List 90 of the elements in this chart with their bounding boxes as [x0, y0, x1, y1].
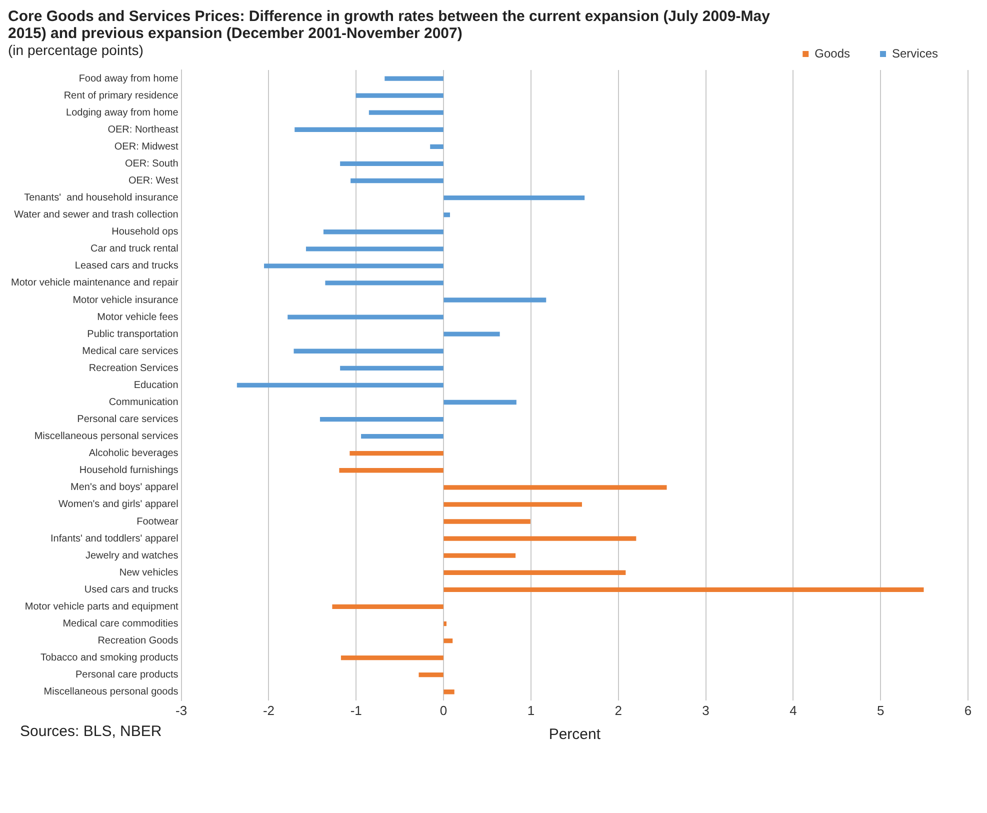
- y-tick-label: Household ops: [112, 226, 178, 238]
- y-tick-label: Personal care products: [75, 670, 178, 681]
- bar: [444, 400, 516, 405]
- bar: [444, 690, 454, 694]
- y-tick-label: Infants' and toddlers' apparel: [50, 533, 178, 544]
- bar: [444, 621, 446, 626]
- bar: [294, 348, 444, 354]
- y-tick-label: Medical care commodities: [62, 618, 178, 630]
- bar: [444, 485, 667, 490]
- y-tick-label: OER: Midwest: [114, 141, 179, 152]
- x-tick-label: 5: [876, 702, 884, 718]
- y-tick-label: Footwear: [136, 516, 179, 528]
- y-tick-label: Miscellaneous personal goods: [44, 686, 178, 698]
- bar: [444, 332, 500, 336]
- bar: [444, 298, 546, 302]
- bar: [288, 314, 444, 320]
- bar: [320, 416, 444, 422]
- legend-label: Goods: [814, 46, 850, 60]
- chart-title: Core Goods and Services Prices: Difference in growth rates between the current expansion (July 2009-May 2015) and previous expansion (December 2001-November 2007): [8, 8, 771, 42]
- y-tick-label: Lodging away from home: [66, 107, 179, 118]
- y-tick-label: Car and truck rental: [90, 244, 178, 255]
- x-tick-label: 2: [614, 702, 622, 718]
- y-tick-label: Education: [134, 380, 178, 391]
- bar: [294, 127, 444, 132]
- y-tick-label: Personal care services: [77, 414, 178, 426]
- bar: [444, 587, 924, 592]
- y-tick-label: Recreation Goods: [98, 636, 178, 647]
- y-tick-label: Motor vehicle fees: [97, 312, 178, 323]
- bar: [444, 502, 582, 507]
- bar: [444, 212, 450, 218]
- bar: [306, 246, 444, 252]
- y-tick-label: Women's and girls' apparel: [58, 499, 178, 510]
- bar: [350, 178, 444, 184]
- y-tick-label: Tenants' and household insurance: [24, 192, 179, 204]
- chart-subtitle: (in percentage points): [8, 42, 144, 58]
- y-tick-label: Alcoholic beverages: [88, 448, 178, 460]
- x-tick-label: 4: [790, 702, 797, 718]
- bar: [350, 451, 444, 456]
- bar: [340, 366, 444, 370]
- y-tick-label: Public transportation: [87, 328, 178, 340]
- y-tick-label: Jewelry and watches: [85, 550, 178, 562]
- y-tick-label: Medical care services: [82, 346, 178, 357]
- y-tick-label: Miscellaneous personal services: [34, 431, 178, 442]
- y-tick-label: New vehicles: [119, 567, 178, 578]
- y-tick-label: Household furnishings: [79, 465, 178, 476]
- y-tick-label: Leased cars and trucks: [74, 260, 178, 272]
- bar: [444, 570, 626, 575]
- bar: [368, 110, 444, 115]
- x-tick-label: 3: [702, 702, 710, 718]
- bar: [384, 76, 444, 81]
- y-tick-label: Motor vehicle insurance: [72, 294, 179, 306]
- bar: [418, 672, 444, 678]
- bar: [361, 434, 444, 439]
- y-tick-label: OER: West: [128, 175, 179, 186]
- x-tick-label: 0: [440, 702, 448, 718]
- bar: [340, 161, 444, 166]
- x-tick-label: -3: [176, 702, 188, 718]
- bar: [356, 93, 444, 98]
- bar: [444, 195, 585, 200]
- y-tick-label: Men's and boys' apparel: [70, 482, 178, 494]
- bar: [430, 144, 444, 149]
- bar: [323, 230, 444, 234]
- source-note: Sources: BLS, NBER: [20, 723, 162, 740]
- bar: [444, 638, 453, 644]
- y-tick-label: Rent of primary residence: [64, 90, 179, 102]
- y-tick-label: Communication: [108, 396, 178, 408]
- bar: [236, 382, 444, 388]
- y-tick-label: Tobacco and smoking products: [40, 652, 178, 664]
- x-tick-label: -2: [262, 702, 275, 718]
- bar: [340, 655, 444, 660]
- y-tick-label: Motor vehicle parts and equipment: [24, 601, 179, 612]
- y-tick-label: Used cars and trucks: [84, 584, 178, 596]
- y-tick-label: Food away from home: [78, 73, 179, 84]
- bar: [444, 536, 636, 541]
- bar: [264, 264, 444, 268]
- legend-label: Services: [892, 46, 938, 60]
- bar: [325, 280, 444, 286]
- bar: [444, 519, 530, 524]
- bar: [332, 604, 444, 610]
- x-tick-label: -1: [350, 702, 362, 718]
- x-axis-title: Percent: [548, 726, 602, 744]
- bar: [339, 468, 444, 473]
- y-tick-label: OER: Northeast: [108, 124, 179, 136]
- x-tick-label: 1: [527, 702, 535, 718]
- x-tick-label: 6: [964, 702, 972, 718]
- y-tick-label: OER: South: [124, 158, 178, 170]
- y-tick-label: Motor vehicle maintenance and repair: [10, 278, 179, 289]
- y-tick-label: Recreation Services: [88, 362, 178, 374]
- y-tick-label: Water and sewer and trash collection: [14, 210, 178, 221]
- bar: [444, 553, 516, 558]
